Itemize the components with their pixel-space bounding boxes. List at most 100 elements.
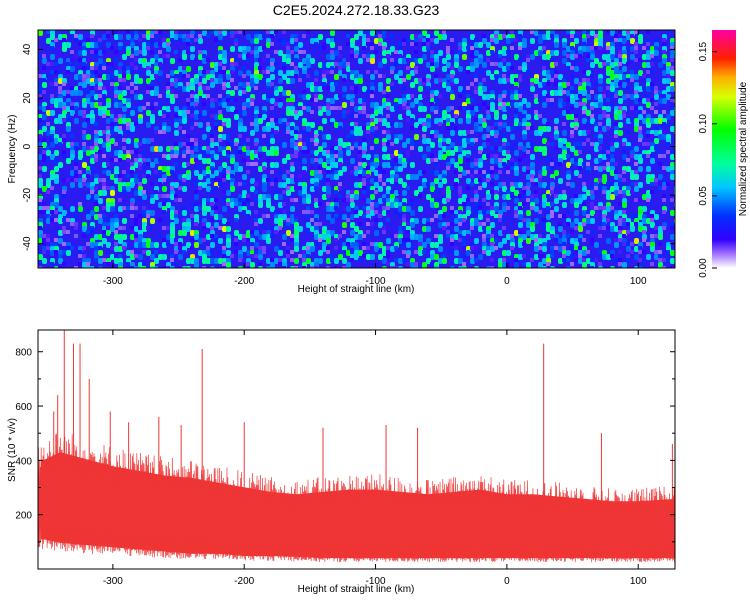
spectrogram-cell	[218, 250, 222, 254]
spectrogram-cell	[350, 250, 354, 254]
spectrogram-cell	[206, 74, 211, 80]
spectrogram-cell	[390, 246, 395, 252]
spectrogram-cell	[434, 178, 439, 184]
spectrogram-cell	[86, 230, 90, 234]
spectrogram-cell	[622, 242, 626, 246]
spectrogram-cell	[658, 98, 663, 104]
spectrogram-cell	[114, 246, 119, 252]
spectrogram-cell	[562, 230, 566, 234]
spectrogram-cell	[542, 46, 546, 50]
spectrogram-cell	[58, 162, 63, 168]
spectrogram-cell	[242, 238, 246, 242]
spectrogram-cell	[254, 142, 258, 146]
spectrogram-cell	[358, 218, 362, 222]
spectrogram-cell	[238, 90, 243, 96]
spectrogram-cell	[402, 42, 406, 46]
spectrogram-cell	[218, 42, 222, 46]
spectrogram-cell	[502, 238, 507, 244]
spectrogram-cell	[538, 114, 542, 118]
spectrogram-cell	[466, 170, 470, 174]
spectrogram-cell	[334, 138, 338, 142]
spectrogram-cell	[250, 154, 255, 160]
spectrogram-cell	[602, 178, 607, 184]
spectrogram-cell	[334, 122, 339, 128]
spectrogram-cell	[90, 90, 95, 96]
spectrogram-cell	[46, 214, 50, 218]
spectrogram-cell	[662, 198, 666, 202]
spectrogram-cell	[350, 74, 355, 80]
spectrogram-cell	[474, 246, 478, 250]
spectrogram-cell	[542, 90, 547, 96]
spectrogram-cell	[266, 170, 270, 174]
spectrogram-cell	[626, 254, 630, 258]
spectrogram-cell	[642, 206, 647, 212]
spectrogram-cell	[158, 254, 163, 260]
spectrogram-cell	[278, 170, 282, 174]
spectrogram-cell	[582, 258, 586, 262]
spectrogram-cell	[650, 70, 654, 74]
spectrogram-cell	[458, 266, 463, 268]
spectrogram-cell	[590, 74, 594, 78]
spectrogram-cell	[214, 66, 219, 72]
spectrogram-cell	[350, 258, 354, 262]
spectrogram-cell	[294, 42, 298, 46]
spectrogram-cell	[234, 86, 238, 90]
spectrogram-cell	[306, 198, 311, 204]
spectrogram-cell	[650, 86, 654, 90]
snr-x-label: Height of straight line (km)	[298, 584, 415, 595]
spectrogram-cell	[642, 154, 646, 158]
spectrogram-cell	[578, 258, 583, 264]
spectrogram-cell	[410, 118, 414, 122]
spectrogram-cell	[478, 170, 482, 174]
spectrogram-cell	[570, 46, 574, 50]
spectrogram-cell	[450, 222, 454, 226]
spectrogram-cell	[530, 174, 534, 178]
spectrogram-cell	[370, 94, 374, 98]
spectrogram-cell	[282, 122, 286, 126]
spectrogram-cell	[434, 134, 438, 138]
spectrogram-cell	[42, 166, 47, 172]
spectrogram-cell	[526, 102, 531, 108]
spectrogram-cell	[274, 30, 278, 34]
spectrogram-cell	[606, 98, 610, 102]
spectrogram-cell	[126, 262, 130, 266]
spectrogram-cell	[642, 62, 647, 68]
spectrogram-cell	[574, 78, 579, 84]
spectrogram-cell	[150, 58, 155, 64]
spectrogram-cell	[290, 110, 295, 116]
spectrogram-cell	[394, 166, 399, 172]
spectrogram-cell	[202, 110, 207, 116]
spectrogram-cell	[634, 106, 638, 110]
spectrogram-cell	[166, 54, 170, 58]
spectrogram-cell	[402, 258, 406, 262]
spectrogram-cell	[310, 226, 315, 232]
spectrogram-cell	[258, 30, 262, 34]
spectrogram-cell	[394, 246, 398, 250]
spectrogram-cell	[650, 82, 654, 86]
spectrogram-cell	[350, 158, 355, 164]
spectrogram-cell	[166, 114, 170, 118]
spectrogram-cell	[198, 206, 202, 210]
spectrogram-cell	[434, 78, 439, 84]
spectrogram-cell	[470, 254, 474, 258]
spectrogram-cell	[458, 194, 462, 198]
spectrogram-cell	[318, 222, 322, 226]
spectrogram-cell	[610, 254, 614, 258]
spectrogram-cell	[190, 138, 194, 142]
spectrogram-cell	[546, 206, 550, 210]
spectrogram-cell	[634, 58, 638, 62]
spectrogram-cell	[566, 114, 571, 120]
spectrogram-cell	[190, 106, 194, 110]
spectrogram-cell	[446, 158, 450, 162]
spectrogram-cell	[254, 254, 258, 258]
spectrogram-cell	[458, 50, 462, 54]
spectrogram-cell	[130, 170, 134, 174]
spectrogram-cell	[142, 214, 146, 218]
spectrogram-cell	[178, 142, 183, 148]
spectrogram-cell	[470, 214, 474, 218]
spectrogram-cell	[450, 106, 454, 110]
spectrogram-cell	[330, 150, 334, 154]
spectrogram-cell	[598, 78, 603, 84]
